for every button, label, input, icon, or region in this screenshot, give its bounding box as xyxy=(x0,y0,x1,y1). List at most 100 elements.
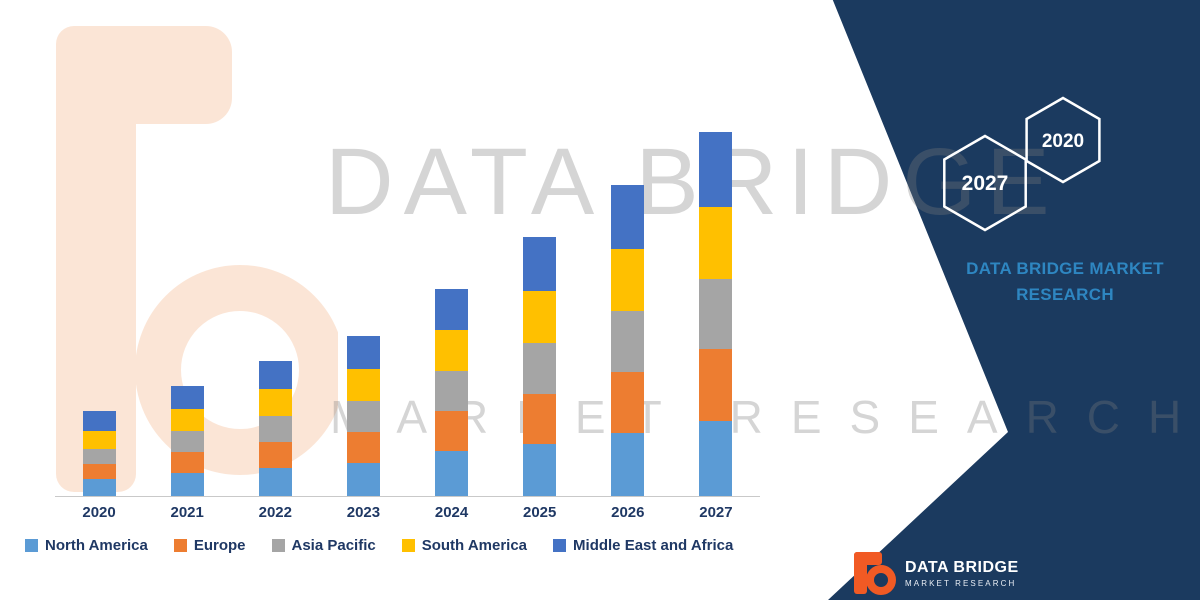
bar-segment xyxy=(523,343,557,395)
bar-segment xyxy=(435,411,469,452)
legend-item: Asia Pacific xyxy=(271,537,376,554)
hexagon-2027-label: 2027 xyxy=(962,172,1009,195)
legend-item: North America xyxy=(25,537,148,554)
bar-segment xyxy=(523,236,557,291)
bar-segment xyxy=(435,288,469,331)
bar-column-2025 xyxy=(496,97,584,496)
hexagon-2020 xyxy=(1025,96,1101,184)
bar-column-2021 xyxy=(143,97,231,496)
bar-segment xyxy=(82,464,116,480)
legend-label: Europe xyxy=(193,537,246,554)
bar-segment xyxy=(258,389,292,417)
bar-segment xyxy=(699,131,733,207)
hexagon-2020-label: 2020 xyxy=(1042,131,1084,152)
brand-name: DATA BRIDGE MARKET RESEARCH xyxy=(930,256,1200,309)
bar-segment xyxy=(699,421,733,496)
bar-segment xyxy=(258,442,292,469)
bar-segment xyxy=(170,452,204,474)
bar-segment xyxy=(170,473,204,496)
bar-segment xyxy=(170,431,204,453)
bar-segment xyxy=(523,394,557,445)
bar-column-2020 xyxy=(55,97,143,496)
bar-segment xyxy=(611,184,645,249)
bar-segment xyxy=(82,449,116,465)
plot-area xyxy=(55,97,760,497)
legend-swatch xyxy=(25,539,38,552)
watermark-ring-shape xyxy=(135,265,338,475)
bar-column-2022 xyxy=(231,97,319,496)
bar-segment xyxy=(523,290,557,344)
bar-segment xyxy=(611,248,645,312)
bar-segment xyxy=(611,372,645,434)
bar-segment xyxy=(258,416,292,443)
legend-label: Asia Pacific xyxy=(291,537,376,554)
legend-swatch xyxy=(271,539,285,552)
bar-segment xyxy=(170,386,204,410)
brand-name-line1: DATA BRIDGE MARKET xyxy=(966,259,1164,278)
bar-segment xyxy=(346,369,380,402)
bar-segment xyxy=(435,451,469,496)
bar-segment xyxy=(435,371,469,412)
bar-column-2027 xyxy=(672,97,760,496)
x-axis-label: 2020 xyxy=(82,504,116,521)
bar-column-2024 xyxy=(408,97,496,496)
bar-segment xyxy=(82,479,116,496)
x-axis-label: 2021 xyxy=(170,504,204,521)
watermark-text-line1: DATA BRIDGE xyxy=(325,129,1060,235)
legend-item: Middle East and Africa xyxy=(553,537,733,554)
dbmr-logo-watermark-icon xyxy=(56,26,338,492)
bar-column-2023 xyxy=(319,97,407,496)
bar-segment xyxy=(258,361,292,390)
legend-swatch xyxy=(553,539,567,552)
legend-swatch xyxy=(401,539,415,552)
bar-column-2026 xyxy=(584,97,672,496)
x-axis-label: 2026 xyxy=(611,504,645,521)
hexagon-badges: 2027 2020 xyxy=(943,96,1101,232)
stacked-bar-2022 xyxy=(258,361,292,496)
stacked-bar-2020 xyxy=(82,411,116,496)
bar-segment xyxy=(346,432,380,464)
bar-segment xyxy=(346,401,380,433)
footer-logo-subtitle: MARKET RESEARCH xyxy=(905,578,1017,588)
legend-label: South America xyxy=(421,537,528,554)
stacked-bar-2021 xyxy=(170,386,204,496)
stacked-bar-2023 xyxy=(346,336,380,496)
legend-swatch xyxy=(173,539,187,552)
bar-segment xyxy=(346,463,380,496)
x-axis-label: 2025 xyxy=(523,504,557,521)
x-axis-label: 2022 xyxy=(258,504,292,521)
bar-segment xyxy=(699,349,733,422)
bar-segment xyxy=(699,278,733,350)
legend-item: Europe xyxy=(173,537,246,554)
x-axis-label: 2024 xyxy=(434,504,469,521)
stacked-bar-2025 xyxy=(523,236,557,496)
watermark-text-line2: MARKET RESEARCH xyxy=(330,391,1200,443)
footer-logo: DATA BRIDGE MARKET RESEARCH xyxy=(852,550,1019,596)
stacked-bar-2027 xyxy=(699,131,733,496)
brand-name-line2: RESEARCH xyxy=(1016,285,1114,305)
bar-segment xyxy=(611,311,645,373)
x-axis-label: 2027 xyxy=(699,504,733,521)
bar-segment xyxy=(523,444,557,496)
legend: North America Europe Asia Pacific South Ame… xyxy=(25,537,733,554)
legend-label: North America xyxy=(45,537,148,554)
bar-segment xyxy=(82,411,116,432)
bar-segment xyxy=(82,431,116,450)
watermark-b-shape xyxy=(56,26,232,492)
legend-label: Middle East and Africa xyxy=(573,537,734,554)
x-axis-label: 2023 xyxy=(346,504,381,521)
bar-segment xyxy=(699,206,733,279)
legend-item: South America xyxy=(401,537,528,554)
footer-logo-text: DATA BRIDGE MARKET RESEARCH xyxy=(905,559,1019,588)
bar-segment xyxy=(346,336,380,370)
bar-segment xyxy=(170,409,204,432)
bar-segment xyxy=(435,330,469,372)
bar-segment xyxy=(258,468,292,496)
stacked-bar-2026 xyxy=(611,184,645,496)
x-axis-labels: 2020 2021 2022 2023 2024 2025 2026 2027 xyxy=(55,504,760,521)
footer-logo-title: DATA BRIDGE xyxy=(905,558,1019,576)
stacked-bar-2024 xyxy=(435,288,469,496)
bar-segment xyxy=(611,433,645,496)
dbmr-logo-icon xyxy=(854,552,896,595)
